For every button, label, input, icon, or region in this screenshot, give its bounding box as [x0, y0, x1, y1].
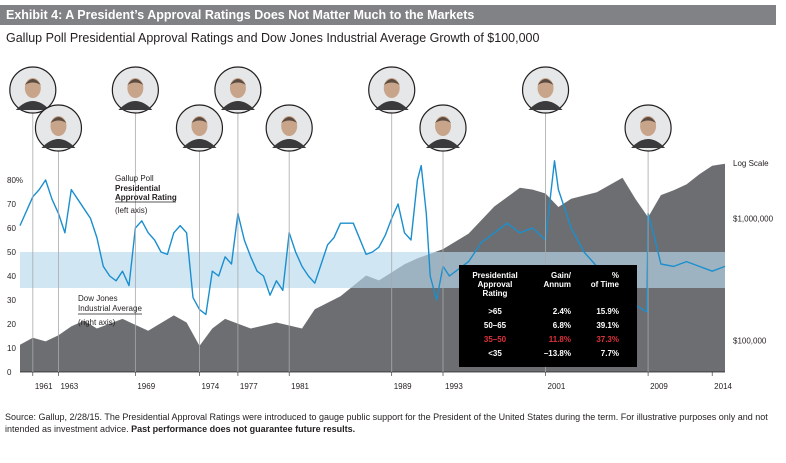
president-suit-icon [374, 101, 409, 110]
stats-table-rating: >65 [488, 307, 502, 316]
president-marker: Richard Nixon [111, 66, 159, 372]
x-axis-tick-label: 2001 [548, 382, 566, 391]
stats-table-header: % [612, 271, 619, 280]
left-axis-tick-label: 70 [7, 200, 16, 209]
x-axis-tick-label: 1963 [60, 382, 78, 391]
right-axis-tick-label: $1,000,000 [733, 214, 774, 223]
dow-label: Dow Jones [78, 294, 118, 303]
stats-table-time: 15.9% [596, 307, 619, 316]
log-scale-label: Log Scale [733, 159, 769, 168]
president-suit-icon [41, 139, 76, 148]
gallup-label-bold: Presidential [115, 184, 160, 193]
president-suit-icon [528, 101, 563, 110]
stats-table-rating: 50–65 [484, 321, 507, 330]
source-footnote: Source: Gallup, 2/28/15. The Presidentia… [5, 411, 775, 435]
stats-table-header: of Time [591, 280, 620, 289]
president-hair-icon [640, 117, 657, 123]
gallup-label-bold: Approval Rating [115, 193, 177, 202]
stats-table-header: Presidential [472, 271, 517, 280]
president-marker: Ronald Reagan [265, 104, 313, 372]
president-suit-icon [182, 139, 217, 148]
footnote-disclaimer: Past performance does not guarantee futu… [131, 424, 356, 434]
stats-table-background [459, 265, 637, 367]
x-axis-tick-label: 2009 [650, 382, 668, 391]
left-axis-tick-label: 0 [7, 368, 12, 377]
stats-table-time: 37.3% [596, 335, 619, 344]
president-hair-icon [383, 79, 400, 85]
chart-subtitle: Gallup Poll Presidential Approval Rating… [6, 31, 540, 45]
x-axis-tick-label: 1989 [394, 382, 412, 391]
left-axis-tick-label: 40 [7, 272, 16, 281]
president-marker: Jimmy Carter [214, 66, 262, 372]
gallup-axis-note: (left axis) [115, 206, 148, 215]
exhibit-title-banner: Exhibit 4: A President’s Approval Rating… [0, 5, 776, 25]
left-axis-tick-label: 50 [7, 248, 16, 257]
left-axis-tick-label: 20 [7, 320, 16, 329]
left-axis-tick-label: 30 [7, 296, 16, 305]
president-hair-icon [281, 117, 298, 123]
right-axis-tick-label: $100,000 [733, 336, 767, 345]
gallup-label: Gallup Poll [115, 174, 154, 183]
president-hair-icon [127, 79, 144, 85]
stats-table-gain: 6.8% [553, 321, 571, 330]
stats-table-header: Annum [543, 280, 571, 289]
president-suit-icon [220, 101, 255, 110]
president-marker: Lyndon B. Johnson [34, 104, 83, 372]
stats-table-rating: 35–50 [484, 335, 507, 344]
x-axis-tick-label: 1993 [445, 382, 463, 391]
left-axis-tick-label: 10 [7, 344, 16, 353]
stats-table-header: Rating [483, 289, 508, 298]
president-marker: George H. W. Bush [368, 66, 416, 372]
dow-axis-note: (right axis) [78, 318, 116, 327]
president-suit-icon [15, 101, 50, 110]
x-axis-tick-label: 1961 [35, 382, 53, 391]
approval-rating-line [19, 160, 726, 316]
x-axis-tick-label: 1977 [240, 382, 258, 391]
president-hair-icon [537, 79, 554, 85]
stats-table-header: Approval [478, 280, 513, 289]
x-axis-tick-label: 1981 [291, 382, 309, 391]
stats-table-gain: 11.8% [549, 335, 571, 344]
president-marker: Barack Obama [624, 104, 672, 372]
stats-table-gain: 2.4% [553, 307, 571, 316]
stats-table-rating: <35 [488, 349, 502, 358]
stats-table-time: 39.1% [596, 321, 619, 330]
left-axis-tick-label: 60 [7, 224, 16, 233]
x-axis-tick-label: 1969 [137, 382, 155, 391]
x-axis-tick-label: 2014 [714, 382, 732, 391]
stats-table-header: Gain/ [551, 271, 572, 280]
president-marker: George W. Bush [521, 66, 570, 372]
x-axis-tick-label: 1974 [201, 382, 219, 391]
president-hair-icon [229, 79, 246, 85]
president-hair-icon [435, 117, 451, 123]
president-suit-icon [118, 101, 153, 110]
stats-table-gain: –13.8% [544, 349, 571, 358]
president-marker: John F. Kennedy [9, 66, 57, 372]
president-hair-icon [24, 79, 41, 85]
president-suit-icon [631, 139, 666, 148]
president-marker: Gerald Ford [175, 104, 224, 372]
president-marker: Bill Clinton [419, 104, 467, 372]
left-axis-tick-label: 80% [7, 176, 23, 185]
president-suit-icon [426, 139, 460, 148]
president-hair-icon [50, 117, 67, 123]
president-hair-icon [191, 117, 208, 123]
exhibit-title: Exhibit 4: A President’s Approval Rating… [6, 8, 475, 22]
dow-label: Industrial Average [78, 304, 142, 313]
president-suit-icon [272, 139, 307, 148]
footnote-text: Source: Gallup, 2/28/15. The Presidentia… [5, 412, 768, 434]
stats-table-time: 7.7% [601, 349, 619, 358]
